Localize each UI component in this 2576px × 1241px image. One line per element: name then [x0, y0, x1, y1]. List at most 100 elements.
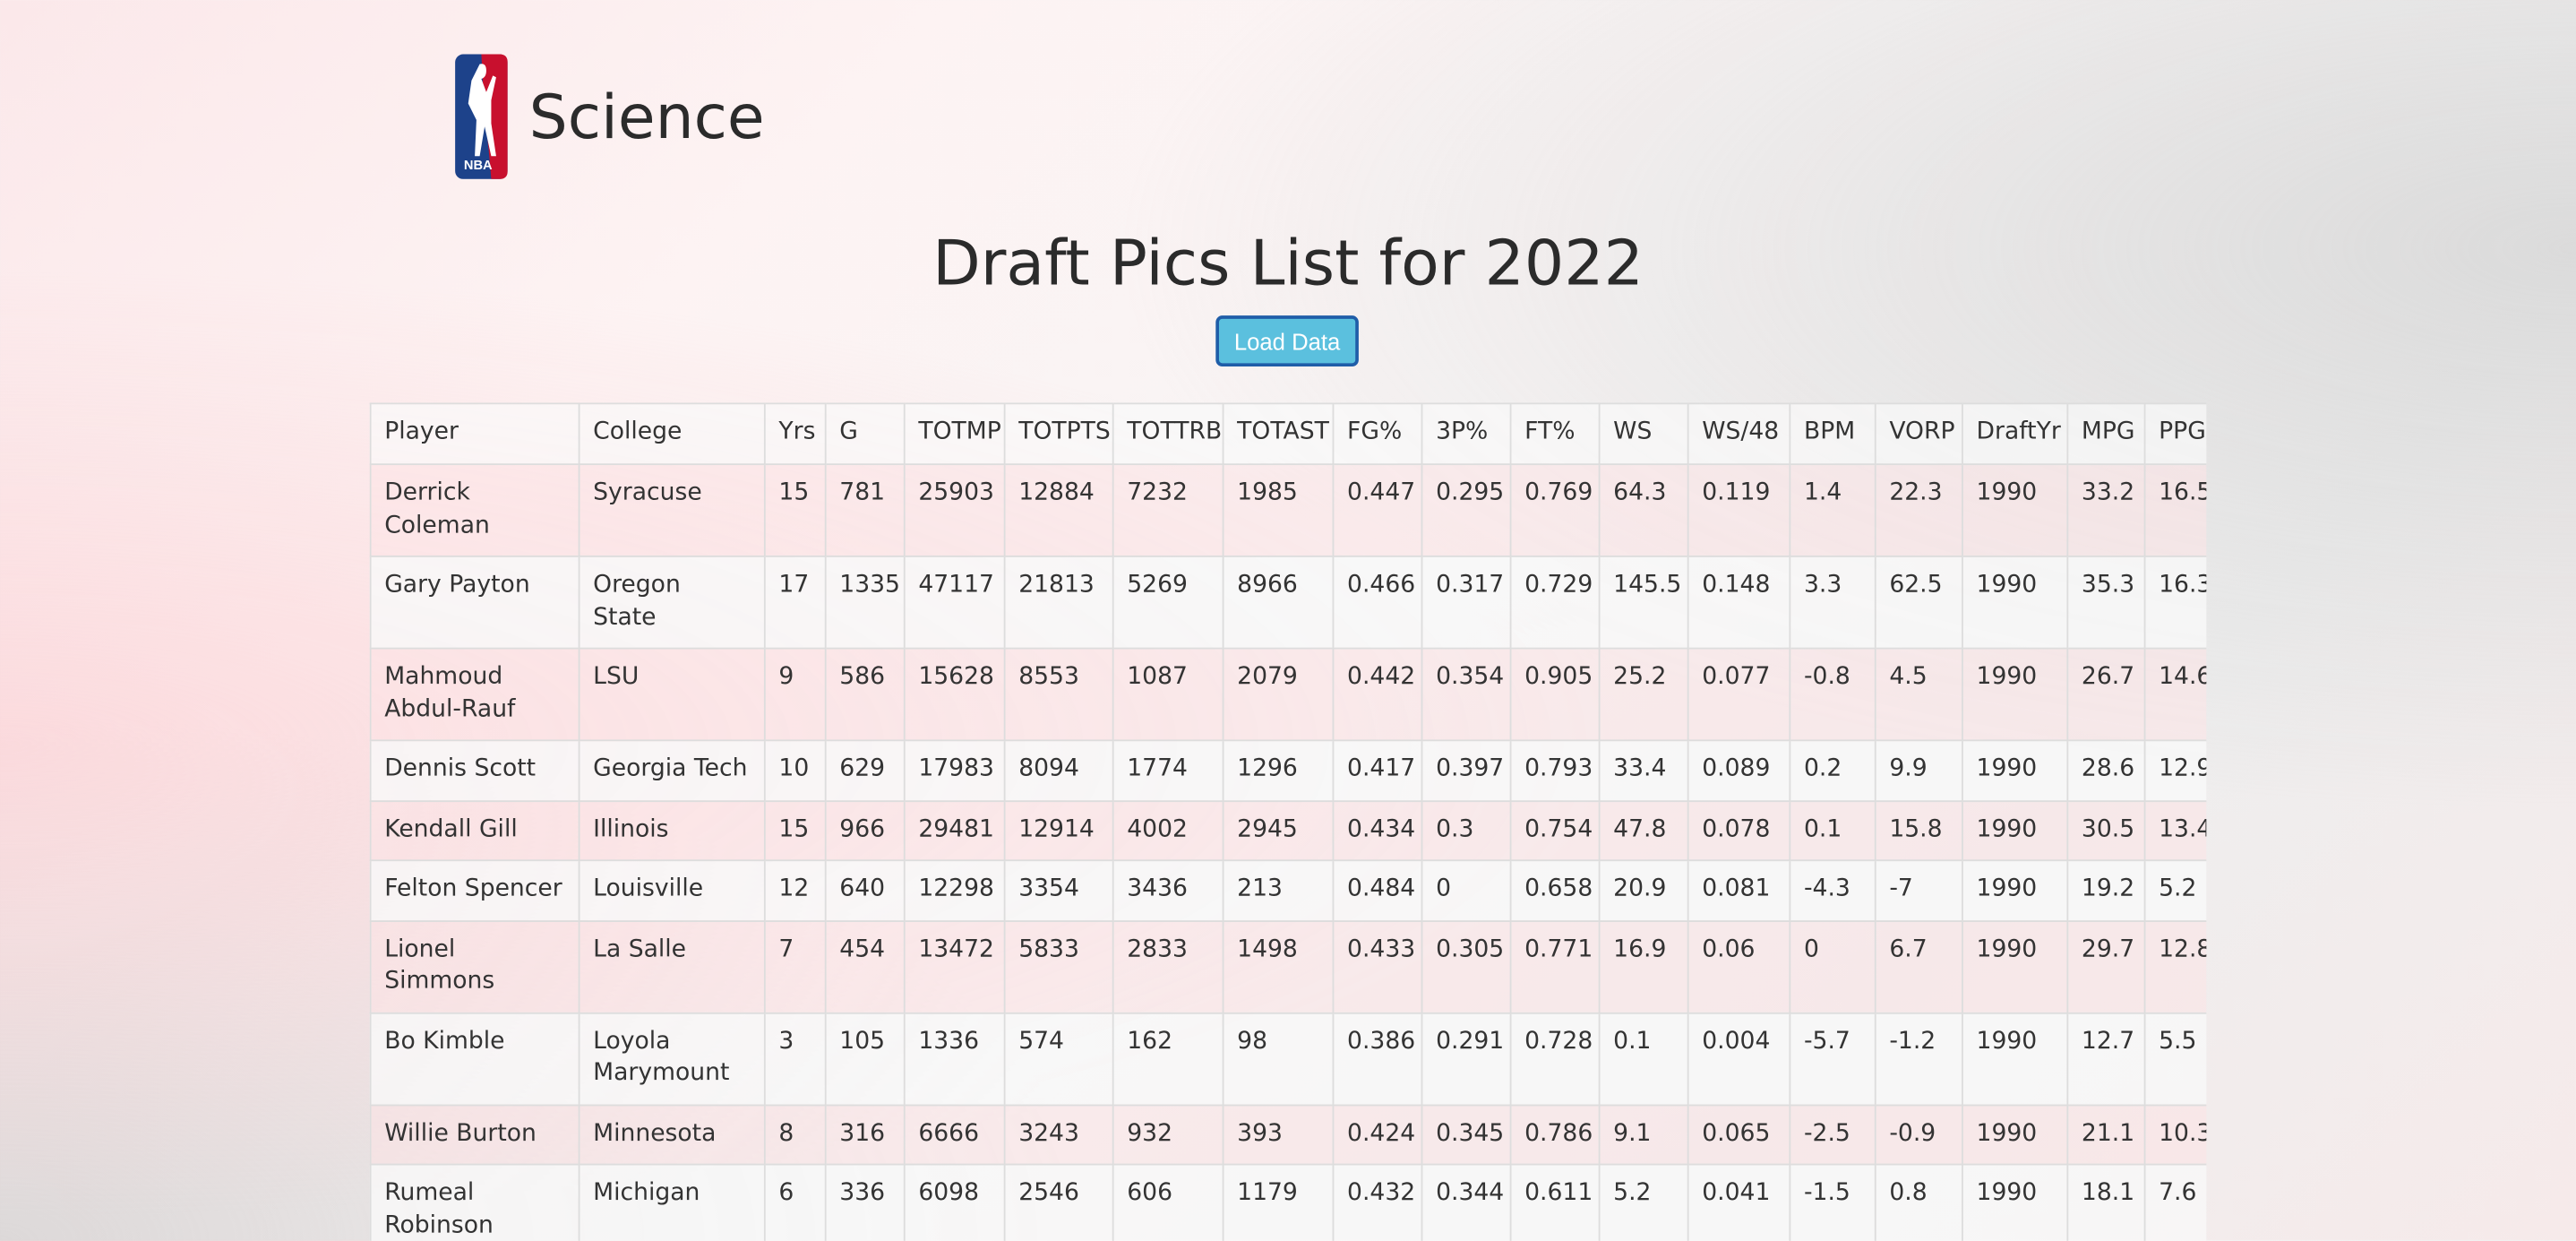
column-header: BPM — [1789, 402, 1876, 466]
page-title: Draft Pics List for 2022 — [932, 227, 1644, 299]
table-cell: 7.6 — [2143, 1163, 2207, 1241]
table-cell: Willie Burton — [369, 1103, 580, 1166]
table-cell: 3243 — [1003, 1103, 1114, 1166]
table-cell: -5.7 — [1789, 1011, 1876, 1106]
table-cell: Felton Spencer — [369, 859, 580, 922]
table-cell: 29.7 — [2066, 919, 2146, 1013]
table-cell: 5833 — [1003, 919, 1114, 1013]
table-cell: 8094 — [1003, 739, 1114, 802]
column-header: G — [824, 402, 906, 466]
table-row: Bo Kimble Loyola Marymount 3 105 1336 574 162 9… — [369, 1011, 2207, 1106]
header-row: Player College Yrs G TOTMP TOTPTS TOTTRB TOTAST… — [369, 402, 2207, 466]
table-cell: 12.9 — [2143, 739, 2207, 802]
table-cell: 6666 — [903, 1103, 1006, 1166]
table-cell: 0.1 — [1598, 1011, 1689, 1106]
table-cell: 17 — [763, 555, 827, 650]
table-cell: 16.9 — [1598, 919, 1689, 1013]
table-cell: 2833 — [1112, 919, 1224, 1013]
column-header: 3P% — [1421, 402, 1512, 466]
table-cell: 0.769 — [1509, 463, 1601, 557]
table-cell: 9 — [763, 647, 827, 742]
table-cell: -1.2 — [1874, 1011, 1963, 1106]
table-cell: 0.793 — [1509, 739, 1601, 802]
table-viewport: Player College Yrs G TOTMP TOTPTS TOTTRB TOTAST… — [369, 402, 2207, 1241]
table-cell: 0.611 — [1509, 1163, 1601, 1241]
table-cell: Rumeal Robinson — [369, 1163, 580, 1241]
table-cell: 0 — [1421, 859, 1512, 922]
table-row: Felton Spencer Louisville 12 640 12298 3354 34… — [369, 859, 2207, 922]
table-cell: 606 — [1112, 1163, 1224, 1241]
table-cell: 1990 — [1962, 463, 2069, 557]
column-header: FT% — [1509, 402, 1601, 466]
table-cell: 0.729 — [1509, 555, 1601, 650]
table-cell: 1990 — [1962, 739, 2069, 802]
column-header: DraftYr — [1962, 402, 2069, 466]
table-cell: 1498 — [1222, 919, 1335, 1013]
table-cell: 0.484 — [1332, 859, 1423, 922]
table-cell: Loyola Marymount — [578, 1011, 766, 1106]
table-cell: 162 — [1112, 1011, 1224, 1106]
table-cell: 0.434 — [1332, 799, 1423, 862]
table-cell: Bo Kimble — [369, 1011, 580, 1106]
nba-logo: NBA — [455, 54, 508, 179]
table-cell: 8966 — [1222, 555, 1335, 650]
table-cell: 0.065 — [1687, 1103, 1791, 1166]
table-cell: 47.8 — [1598, 799, 1689, 862]
table-cell: 0.1 — [1789, 799, 1876, 862]
table-cell: 0.344 — [1421, 1163, 1512, 1241]
table-row: Dennis Scott Georgia Tech 10 629 17983 8094 17… — [369, 739, 2207, 802]
table-cell: 0.148 — [1687, 555, 1791, 650]
table-cell: Dennis Scott — [369, 739, 580, 802]
table-cell: 1990 — [1962, 1011, 2069, 1106]
table-cell: -0.9 — [1874, 1103, 1963, 1166]
table-cell: 0.424 — [1332, 1103, 1423, 1166]
table-cell: 1990 — [1962, 1163, 2069, 1241]
brand: Science — [528, 82, 765, 153]
table-cell: 0.771 — [1509, 919, 1601, 1013]
table-cell: 1990 — [1962, 919, 2069, 1013]
table-cell: 1336 — [903, 1011, 1006, 1106]
table-cell: 2546 — [1003, 1163, 1114, 1241]
table-cell: 26.7 — [2066, 647, 2146, 742]
table-cell: 29481 — [903, 799, 1006, 862]
table-cell: 12.8 — [2143, 919, 2207, 1013]
table-cell: 33.2 — [2066, 463, 2146, 557]
table-cell: 0.8 — [1874, 1163, 1963, 1241]
table-row: Kendall Gill Illinois 15 966 29481 12914 4002 2… — [369, 799, 2207, 862]
table-cell: 35.3 — [2066, 555, 2146, 650]
table-cell: Georgia Tech — [578, 739, 766, 802]
table-cell: 13.4 — [2143, 799, 2207, 862]
table-cell: 0.442 — [1332, 647, 1423, 742]
table-cell: Lionel Simmons — [369, 919, 580, 1013]
column-header: College — [578, 402, 766, 466]
table-row: Rumeal Robinson Michigan 6 336 6098 2546 606 11… — [369, 1163, 2207, 1241]
column-header: TOTTRB — [1112, 402, 1224, 466]
table-cell: 0.041 — [1687, 1163, 1791, 1241]
column-header: VORP — [1874, 402, 1963, 466]
table-cell: 0.433 — [1332, 919, 1423, 1013]
table-cell: 213 — [1222, 859, 1335, 922]
table-cell: 7 — [763, 919, 827, 1013]
column-header: PPG — [2143, 402, 2207, 466]
column-header: MPG — [2066, 402, 2146, 466]
column-header: TOTAST — [1222, 402, 1335, 466]
table-cell: -4.3 — [1789, 859, 1876, 922]
table-cell: 0 — [1789, 919, 1876, 1013]
table-cell: 932 — [1112, 1103, 1224, 1166]
table-cell: 22.3 — [1874, 463, 1963, 557]
table-cell: 0.386 — [1332, 1011, 1423, 1106]
table-cell: 17983 — [903, 739, 1006, 802]
table-cell: 1296 — [1222, 739, 1335, 802]
table-cell: 586 — [824, 647, 906, 742]
table-cell: 454 — [824, 919, 906, 1013]
column-header: TOTPTS — [1003, 402, 1114, 466]
table-cell: 640 — [824, 859, 906, 922]
table-cell: 0.295 — [1421, 463, 1512, 557]
table-cell: 0.081 — [1687, 859, 1791, 922]
table-cell: 0.291 — [1421, 1011, 1512, 1106]
table-cell: Illinois — [578, 799, 766, 862]
table-row: Lionel Simmons La Salle 7 454 13472 5833 2833 1… — [369, 919, 2207, 1013]
load-data-button[interactable]: Load Data — [1215, 315, 1359, 367]
